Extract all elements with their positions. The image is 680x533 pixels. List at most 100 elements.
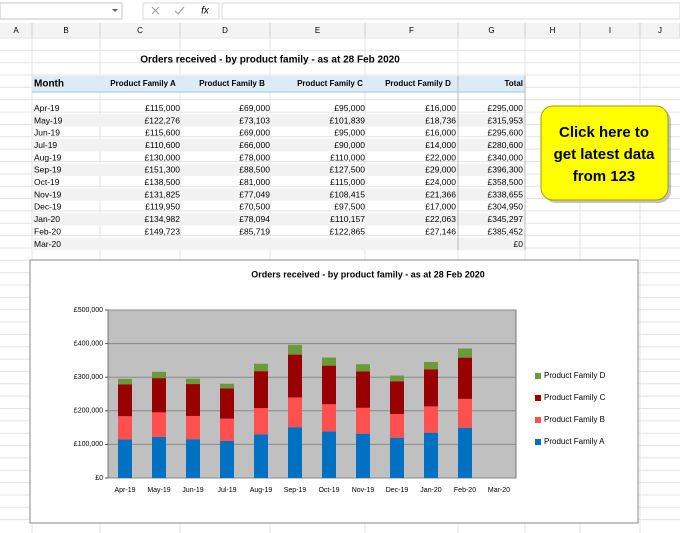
value-cell[interactable]: £396,300	[488, 165, 524, 175]
refresh-button[interactable]	[540, 105, 669, 201]
cancel-icon[interactable]	[151, 6, 160, 15]
value-cell[interactable]: £78,000	[239, 152, 270, 162]
value-cell[interactable]: £66,000	[239, 140, 270, 150]
button-label[interactable]: Click here to get latest data from 123	[554, 124, 656, 185]
value-cell[interactable]: £97,500	[334, 202, 365, 212]
button-text[interactable]: get latest data	[554, 146, 656, 163]
column-header[interactable]: E	[315, 26, 320, 35]
bar-segment	[254, 363, 268, 372]
column-header[interactable]: H	[550, 26, 556, 35]
x-tick-label: Nov-19	[352, 487, 375, 494]
value-cell[interactable]: £115,600	[145, 128, 180, 138]
value-cell[interactable]: £385,452	[488, 226, 524, 236]
value-cell[interactable]: £340,000	[488, 152, 524, 162]
value-cell[interactable]: £21,366	[425, 189, 456, 199]
month-cell[interactable]: Feb-20	[34, 226, 61, 236]
value-cell[interactable]: £115,000	[145, 103, 180, 113]
row-shade	[32, 139, 525, 152]
bar-segment	[118, 416, 132, 440]
value-cell[interactable]: £22,000	[425, 152, 456, 162]
value-cell[interactable]: £22,063	[425, 214, 456, 224]
bar-segment	[390, 437, 404, 478]
month-cell[interactable]: Jun-19	[34, 128, 60, 138]
month-cell[interactable]: Jan-20	[34, 214, 60, 224]
value-cell[interactable]: £90,000	[334, 140, 365, 150]
bar-segment	[458, 427, 472, 478]
legend-label: Product Family B	[544, 415, 605, 424]
value-cell[interactable]: £110,600	[145, 140, 180, 150]
value-cell[interactable]: £77,049	[239, 189, 270, 199]
legend-swatch	[535, 373, 541, 379]
value-cell[interactable]: £110,157	[330, 214, 365, 224]
value-cell[interactable]: £151,300	[145, 165, 181, 175]
value-cell[interactable]: £73,103	[239, 115, 270, 125]
value-cell[interactable]: £108,415	[330, 189, 366, 199]
button-text[interactable]: from 123	[573, 168, 636, 185]
value-cell[interactable]: £18,736	[425, 115, 456, 125]
month-cell[interactable]: Nov-19	[34, 189, 62, 199]
value-cell[interactable]: £110,000	[330, 152, 365, 162]
value-cell[interactable]: £304,950	[488, 202, 524, 212]
value-cell[interactable]: £78,094	[239, 214, 270, 224]
value-cell[interactable]: £17,000	[425, 202, 456, 212]
x-tick-label: Aug-19	[250, 487, 273, 494]
value-cell[interactable]: £29,000	[425, 165, 456, 175]
value-cell[interactable]: £81,000	[239, 177, 270, 187]
month-cell[interactable]: Jul-19	[34, 140, 57, 150]
value-cell[interactable]: £122,276	[145, 115, 181, 125]
name-box-dropdown[interactable]	[112, 9, 118, 12]
month-cell[interactable]: Apr-19	[34, 103, 60, 113]
value-cell[interactable]: £95,000	[334, 103, 365, 113]
value-cell[interactable]: £16,000	[425, 103, 456, 113]
value-cell[interactable]: £315,953	[488, 115, 524, 125]
value-cell[interactable]: £14,000	[425, 140, 456, 150]
column-header[interactable]: B	[63, 26, 68, 35]
value-cell[interactable]: £345,297	[488, 214, 524, 224]
column-header[interactable]: J	[658, 26, 662, 35]
column-header[interactable]: I	[609, 26, 611, 35]
value-cell[interactable]: £138,500	[145, 177, 181, 187]
value-cell[interactable]: £130,000	[145, 152, 181, 162]
value-cell[interactable]: £127,500	[330, 165, 366, 175]
column-header[interactable]: G	[488, 26, 494, 35]
bar-segment	[424, 432, 438, 478]
column-header[interactable]: C	[137, 26, 143, 35]
enter-icon[interactable]	[174, 6, 185, 15]
value-cell[interactable]: £119,950	[145, 202, 180, 212]
value-cell[interactable]: £69,000	[239, 128, 270, 138]
value-cell[interactable]: £280,600	[488, 140, 524, 150]
value-cell[interactable]: £338,655	[488, 189, 524, 199]
value-cell[interactable]: £295,600	[488, 128, 524, 138]
value-cell[interactable]: £149,723	[145, 226, 181, 236]
month-cell[interactable]: Oct-19	[34, 177, 60, 187]
value-cell[interactable]: £70,500	[239, 202, 270, 212]
name-box[interactable]	[0, 2, 123, 20]
column-header[interactable]: D	[222, 26, 228, 35]
value-cell[interactable]: £69,000	[239, 103, 270, 113]
month-cell[interactable]: Mar-20	[34, 239, 61, 249]
value-cell[interactable]: £101,839	[330, 115, 366, 125]
value-cell[interactable]: £122,865	[330, 226, 366, 236]
value-cell[interactable]: £85,719	[239, 226, 270, 236]
value-cell[interactable]: £27,146	[425, 226, 456, 236]
month-cell[interactable]: Aug-19	[34, 152, 62, 162]
month-cell[interactable]: Dec-19	[34, 202, 62, 212]
value-cell[interactable]: £16,000	[425, 128, 456, 138]
value-cell[interactable]: £24,000	[425, 177, 456, 187]
formula-input[interactable]	[221, 2, 680, 20]
column-header[interactable]: F	[409, 26, 414, 35]
value-cell[interactable]: £295,000	[488, 103, 524, 113]
value-cell[interactable]: £134,982	[145, 214, 181, 224]
value-cell[interactable]: £115,000	[330, 177, 365, 187]
function-icon[interactable]: fx	[201, 6, 210, 17]
month-cell[interactable]: May-19	[34, 115, 63, 125]
month-cell[interactable]: Sep-19	[34, 165, 62, 175]
value-cell[interactable]: £358,500	[488, 177, 524, 187]
value-cell[interactable]: £131,825	[145, 189, 181, 199]
bar-segment	[186, 384, 200, 416]
value-cell[interactable]: £88,500	[239, 165, 270, 175]
value-cell[interactable]: £0	[514, 239, 524, 249]
column-header[interactable]: A	[13, 26, 19, 35]
button-text[interactable]: Click here to	[559, 124, 649, 141]
value-cell[interactable]: £95,000	[334, 128, 365, 138]
